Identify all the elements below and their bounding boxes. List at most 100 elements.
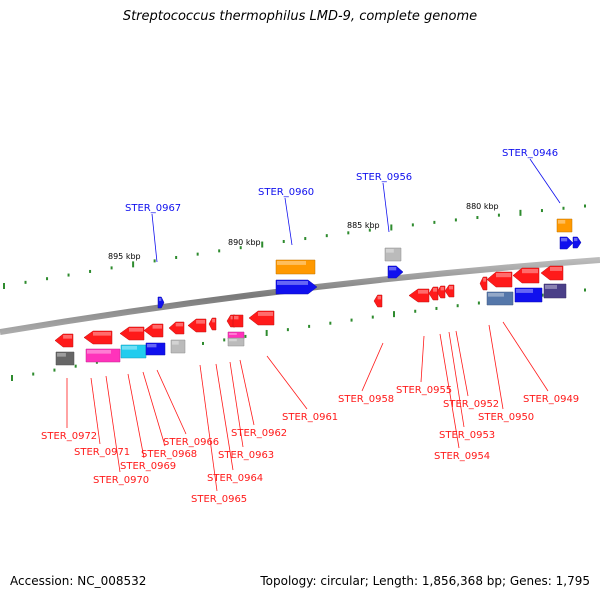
inner-dot — [32, 372, 35, 376]
gene-arrow — [559, 236, 574, 250]
gene-arrow-highlight — [574, 238, 578, 242]
gene-label: STER_0953 — [439, 430, 495, 441]
leader-line — [488, 324, 504, 410]
leader-line — [215, 363, 234, 471]
gene-arrow-highlight — [418, 290, 428, 294]
gene-arrow — [486, 271, 513, 288]
inner-dot — [202, 341, 204, 345]
gene-arrow-highlight — [377, 296, 381, 300]
inner-dot — [371, 315, 374, 319]
gene-arrow-highlight — [147, 344, 157, 348]
outer-dot — [584, 204, 586, 208]
scale-label: 880 kbp — [466, 202, 499, 211]
gene-arrow — [275, 279, 318, 295]
gene-arrow — [512, 267, 540, 284]
leader-line — [199, 364, 218, 492]
gene-label: STER_0963 — [218, 450, 274, 461]
gene-arrow — [572, 236, 582, 249]
leader-line — [90, 377, 101, 445]
gene-arrow-highlight — [122, 346, 137, 350]
inner-dot — [74, 364, 77, 368]
gene-arrow — [157, 296, 165, 309]
inner-dot — [456, 304, 459, 308]
gene-label: STER_0955 — [396, 385, 452, 396]
gene-arrow-highlight — [558, 220, 566, 224]
scale-label: 885 kbp — [347, 221, 380, 230]
inner-dot — [477, 301, 480, 305]
gene-arrow-highlight — [277, 261, 306, 265]
outer-dot — [368, 228, 371, 232]
leader-line — [127, 373, 145, 459]
outer-dot — [46, 277, 49, 281]
outer-dot — [519, 209, 522, 216]
gene-arrow-highlight — [230, 316, 234, 320]
inner-dot — [541, 293, 544, 297]
gene-arrow-highlight — [57, 353, 66, 357]
inner-dot — [11, 375, 13, 381]
outer-dot — [347, 231, 350, 235]
outer-dot — [390, 224, 393, 231]
gene-label: STER_0961 — [282, 412, 338, 423]
outer-dot — [239, 246, 242, 250]
accession-text: Accession: NC_008532 — [10, 574, 147, 588]
gene-arrow — [540, 265, 564, 281]
gene-arrow-highlight — [258, 312, 273, 316]
gene-label: STER_0946 — [502, 148, 558, 159]
gene-arrow-highlight — [449, 286, 453, 290]
gene-arrow-highlight — [488, 293, 504, 297]
gene-arrow — [145, 342, 166, 356]
topology-text: Topology: circular; Length: 1,856,368 bp… — [260, 574, 590, 588]
map-title: Streptococcus thermophilus LMD-9, comple… — [122, 9, 478, 24]
gene-label: STER_0965 — [191, 494, 247, 505]
gene-arrow-highlight — [561, 238, 568, 242]
gene-label: STER_0971 — [74, 447, 130, 458]
inner-dot — [350, 318, 353, 322]
gene-arrow-highlight — [229, 339, 237, 342]
gene-label: STER_0969 — [120, 461, 176, 472]
gene-arrow — [373, 294, 383, 308]
gene-arrow — [428, 286, 439, 301]
outer-dot — [540, 209, 543, 213]
gene-label: STER_0960 — [258, 187, 314, 198]
gene-label: STER_0950 — [478, 412, 534, 423]
outer-dot — [67, 273, 70, 277]
gene-label: STER_0967 — [125, 203, 181, 214]
gene-label: STER_0972 — [41, 431, 97, 442]
gene-arrow — [232, 314, 244, 328]
outer-dot — [3, 283, 5, 289]
leader-line — [284, 197, 293, 246]
gene-arrow — [387, 265, 404, 279]
gene-arrow — [83, 330, 113, 345]
leader-line — [455, 330, 469, 397]
gene-arrow-highlight — [63, 335, 72, 339]
gene-arrow — [543, 283, 567, 299]
gene-arrow — [275, 259, 316, 275]
gene-arrow — [479, 276, 488, 291]
gene-arrow-highlight — [234, 316, 239, 320]
scale-label: 895 kbp — [108, 252, 141, 261]
gene-arrow-highlight — [545, 285, 557, 289]
gene-arrow-highlight — [175, 323, 183, 327]
gene-arrow-highlight — [212, 319, 215, 323]
outer-dot — [304, 237, 307, 241]
leader-line — [156, 369, 187, 435]
gene-arrow — [556, 218, 573, 233]
gene-label: STER_0964 — [207, 473, 263, 484]
outer-dot — [153, 259, 156, 263]
inner-dot — [244, 334, 247, 338]
gene-arrow-highlight — [440, 287, 444, 291]
inner-dot — [95, 360, 98, 364]
gene-arrow-highlight — [550, 267, 562, 271]
leader-line — [266, 355, 308, 410]
label-leaders — [66, 158, 561, 492]
outer-dot — [282, 239, 285, 243]
outer-dot — [89, 269, 92, 273]
outer-dot — [175, 255, 178, 259]
outer-dot — [218, 249, 221, 253]
leader-line — [502, 321, 549, 392]
leader-line — [420, 335, 425, 383]
gene-label: STER_0962 — [231, 428, 287, 439]
gene-label: STER_0949 — [523, 394, 579, 405]
inner-dot — [414, 309, 417, 313]
gene-arrow-highlight — [87, 350, 111, 354]
